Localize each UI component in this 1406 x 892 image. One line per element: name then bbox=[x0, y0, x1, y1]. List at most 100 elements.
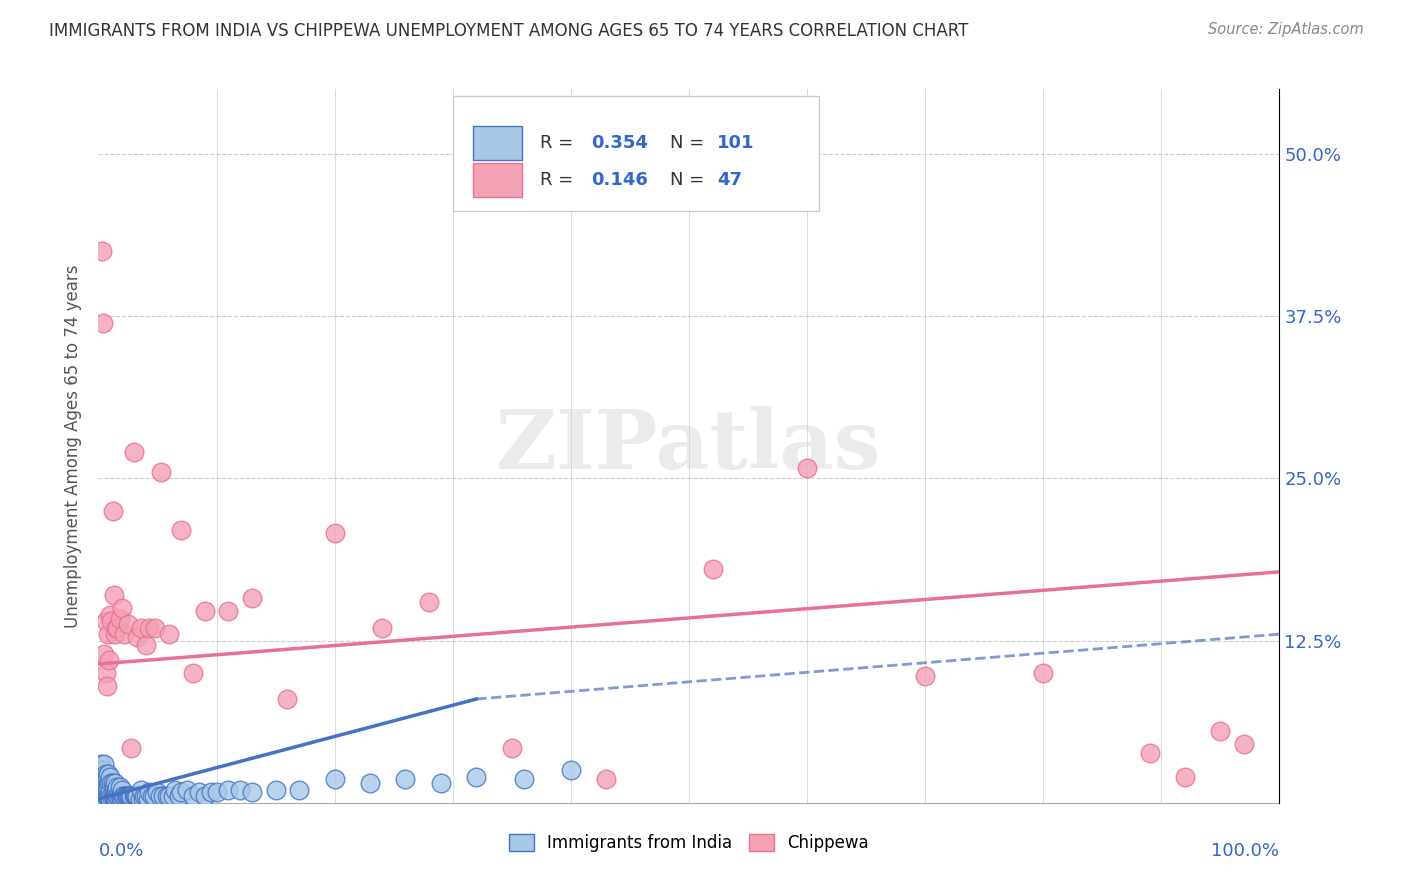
Point bbox=[94, 666, 117, 681]
Point bbox=[96, 789, 118, 804]
Point bbox=[157, 627, 180, 641]
Point bbox=[91, 789, 114, 804]
Point bbox=[112, 789, 135, 804]
Point bbox=[104, 776, 127, 790]
Point bbox=[122, 445, 145, 459]
Point bbox=[125, 789, 148, 804]
Point bbox=[98, 782, 121, 797]
Point bbox=[430, 776, 453, 790]
Point bbox=[162, 789, 184, 804]
Point bbox=[595, 772, 617, 787]
Point bbox=[105, 789, 128, 804]
Point bbox=[150, 465, 173, 479]
Point bbox=[176, 782, 198, 797]
Point bbox=[146, 785, 169, 799]
Bar bbox=[472, 163, 523, 197]
Point bbox=[167, 789, 190, 804]
Point bbox=[127, 630, 149, 644]
Point bbox=[98, 607, 121, 622]
Point bbox=[103, 780, 125, 795]
Point bbox=[96, 679, 118, 693]
Point bbox=[187, 785, 209, 799]
Point bbox=[89, 776, 111, 790]
Point bbox=[108, 611, 131, 625]
Point bbox=[152, 789, 174, 804]
Point bbox=[122, 789, 145, 804]
Point bbox=[97, 767, 120, 781]
Point bbox=[98, 776, 121, 790]
Point bbox=[143, 621, 166, 635]
Point bbox=[93, 647, 115, 661]
Point bbox=[89, 770, 111, 784]
Point bbox=[465, 770, 488, 784]
Text: 101: 101 bbox=[717, 134, 755, 152]
Point bbox=[138, 621, 160, 635]
Text: 47: 47 bbox=[717, 171, 742, 189]
Point bbox=[101, 789, 124, 804]
Point bbox=[93, 770, 115, 784]
Point bbox=[96, 782, 118, 797]
Point bbox=[91, 782, 114, 797]
Point bbox=[141, 789, 163, 804]
Point bbox=[264, 782, 287, 797]
Y-axis label: Unemployment Among Ages 65 to 74 years: Unemployment Among Ages 65 to 74 years bbox=[65, 264, 83, 628]
Text: R =: R = bbox=[540, 134, 579, 152]
Point bbox=[97, 780, 120, 795]
Point bbox=[105, 782, 128, 797]
Point bbox=[111, 782, 134, 797]
Point bbox=[117, 616, 139, 631]
Point bbox=[89, 782, 111, 797]
Point bbox=[90, 782, 112, 797]
Point bbox=[91, 244, 114, 259]
Point bbox=[194, 604, 217, 618]
Point bbox=[117, 789, 139, 804]
Point bbox=[89, 764, 111, 778]
Point bbox=[108, 780, 131, 795]
Point bbox=[702, 562, 724, 576]
Point bbox=[181, 789, 204, 804]
Point bbox=[1139, 747, 1161, 761]
Point bbox=[110, 789, 132, 804]
Point bbox=[93, 785, 115, 799]
Point bbox=[97, 789, 120, 804]
Point bbox=[121, 789, 143, 804]
Text: N =: N = bbox=[671, 134, 710, 152]
Point bbox=[200, 785, 222, 799]
Point bbox=[111, 792, 134, 806]
Point bbox=[100, 614, 122, 628]
Point bbox=[127, 789, 149, 804]
Point bbox=[94, 780, 117, 795]
Point bbox=[359, 776, 381, 790]
Point bbox=[118, 789, 141, 804]
Point bbox=[91, 776, 114, 790]
Point bbox=[170, 785, 193, 799]
Point bbox=[394, 772, 416, 787]
Bar bbox=[472, 126, 523, 160]
Point bbox=[156, 789, 179, 804]
Point bbox=[94, 767, 117, 781]
Point bbox=[104, 789, 127, 804]
Point bbox=[90, 789, 112, 804]
Point bbox=[112, 789, 135, 804]
Point bbox=[107, 789, 129, 804]
Point bbox=[90, 756, 112, 771]
Point bbox=[288, 782, 311, 797]
Point bbox=[323, 772, 346, 787]
Point bbox=[560, 764, 582, 778]
Point bbox=[105, 621, 128, 635]
Point bbox=[501, 741, 523, 756]
Point bbox=[170, 524, 193, 538]
Point bbox=[105, 621, 128, 635]
Point bbox=[1174, 770, 1197, 784]
Point bbox=[371, 621, 394, 635]
Point bbox=[142, 789, 165, 804]
Point bbox=[194, 789, 217, 804]
Point bbox=[101, 776, 124, 790]
Point bbox=[108, 789, 131, 804]
Point bbox=[91, 776, 114, 790]
Point bbox=[103, 789, 125, 804]
Text: 0.146: 0.146 bbox=[591, 171, 648, 189]
Point bbox=[181, 666, 204, 681]
Point bbox=[103, 588, 125, 602]
Text: R =: R = bbox=[540, 171, 579, 189]
